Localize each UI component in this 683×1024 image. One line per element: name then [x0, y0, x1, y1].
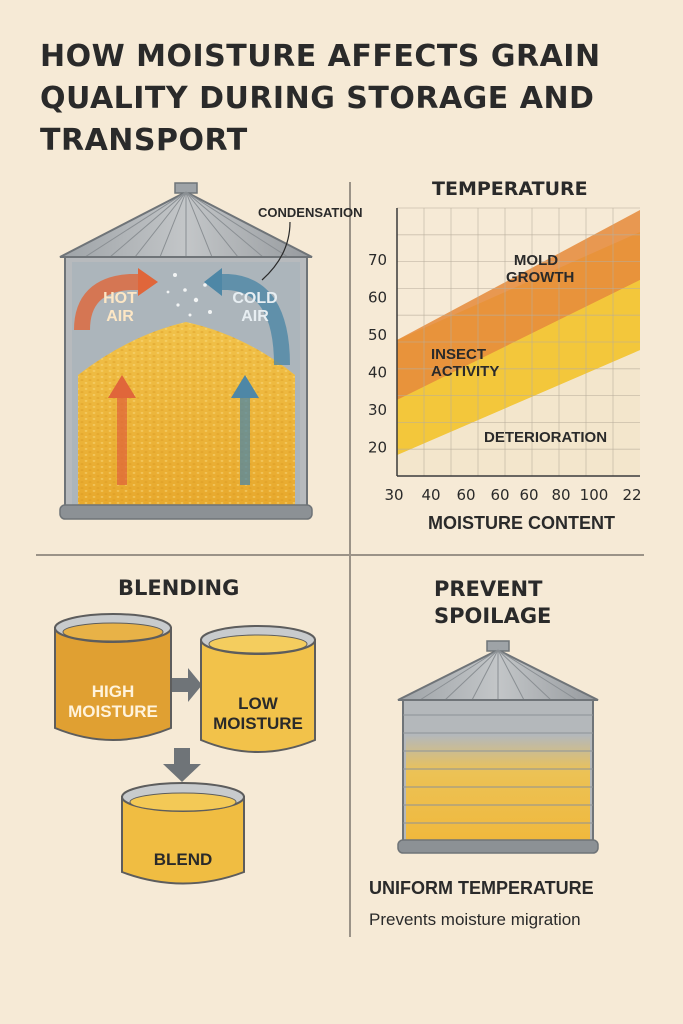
blending-title: BLENDING — [118, 576, 240, 600]
y-tick-label: 70 — [368, 251, 387, 269]
zone-label-mold-growth: MOLD GROWTH — [506, 252, 575, 286]
x-tick-label: 22 — [622, 486, 641, 504]
y-tick-labels: 70 60 50 40 30 20 — [368, 251, 387, 457]
x-tick-label: 40 — [421, 486, 440, 504]
y-tick-label: 60 — [368, 289, 387, 307]
zone-label-deterioration: DETERIORATION — [484, 429, 608, 446]
x-tick-label: 80 — [551, 486, 570, 504]
x-tick-label: 60 — [519, 486, 538, 504]
condensation-droplets — [166, 273, 212, 317]
x-tick-labels: 30 40 60 60 60 80 100 22 — [384, 486, 641, 504]
uniform-temperature-label: UNIFORM TEMPERATURE — [369, 878, 594, 898]
zone-label-insect-activity: INSECT ACTIVITY — [431, 346, 500, 380]
y-tick-label: 50 — [368, 326, 387, 344]
x-axis-label: MOISTURE CONTENT — [428, 513, 615, 533]
y-tick-label: 30 — [368, 401, 387, 419]
silo-roof — [59, 182, 313, 258]
condensation-label: CONDENSATION — [258, 205, 363, 220]
vertical-divider — [349, 182, 351, 937]
x-tick-label: 60 — [456, 486, 475, 504]
blend-arrow-right — [172, 668, 202, 702]
y-tick-label: 20 — [368, 439, 387, 457]
chart-title: TEMPERATURE — [432, 178, 588, 200]
spoilage-caption: Prevents moisture migration — [369, 910, 581, 929]
cold-air-label: COLD AIR — [232, 290, 278, 325]
y-tick-label: 40 — [368, 364, 387, 382]
high-moisture-label: HIGH MOISTURE — [68, 682, 158, 721]
hot-air-label: HOT AIR — [103, 290, 137, 325]
horizontal-divider — [36, 554, 644, 556]
blend-arrow-down — [163, 748, 201, 782]
condensation-leader-line — [261, 221, 291, 281]
blend-label: BLEND — [153, 850, 213, 869]
page-title: HOW MOISTURE AFFECTS GRAIN QUALITY DURIN… — [40, 39, 601, 158]
x-tick-label: 100 — [580, 486, 609, 504]
low-moisture-label: LOW MOISTURE — [213, 694, 303, 733]
x-tick-label: 30 — [384, 486, 403, 504]
prevent-spoilage-title: PREVENT SPOILAGE — [434, 577, 552, 628]
x-tick-label: 60 — [490, 486, 509, 504]
